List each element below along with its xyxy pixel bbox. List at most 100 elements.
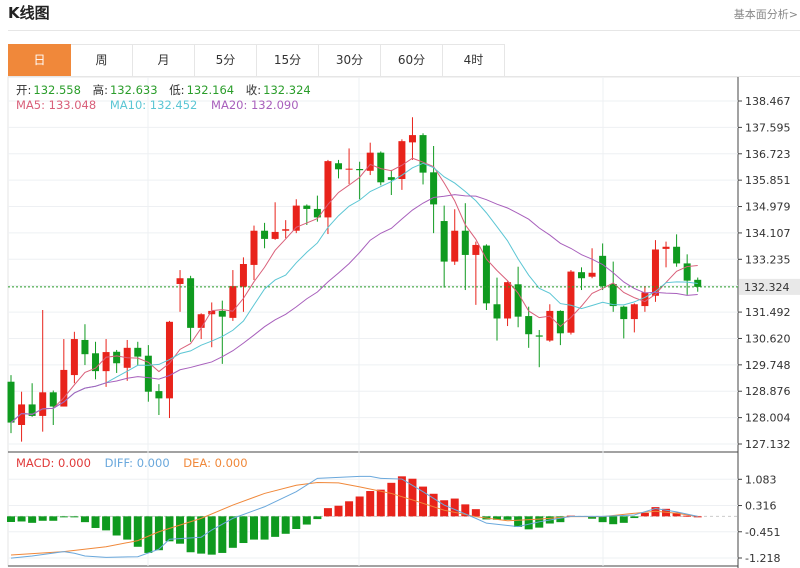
candle-body	[176, 278, 184, 284]
candle-body	[630, 304, 638, 320]
candle-body	[218, 310, 226, 317]
low-label: 低:	[169, 83, 185, 97]
macd-y-tick-label: 1.083	[745, 473, 777, 486]
candle-body	[535, 335, 543, 337]
candle-body	[303, 205, 311, 209]
candle-body	[187, 278, 195, 328]
ohlc-readout: 开: 132.558 高: 132.633 低: 132.164 收: 132.324	[16, 83, 319, 97]
macd-bar	[17, 516, 26, 522]
macd-bar	[471, 509, 480, 517]
macd-bar	[154, 516, 163, 551]
candle-body	[113, 351, 121, 364]
candle-body	[70, 339, 78, 376]
macd-bar	[144, 516, 153, 553]
tab-60min[interactable]: 60分	[381, 44, 443, 76]
macd-bar	[355, 496, 364, 517]
candle-body	[60, 369, 68, 407]
candle-body	[588, 272, 596, 277]
macd-bar	[70, 516, 79, 518]
macd-bar	[302, 516, 311, 525]
candle-body	[419, 135, 427, 173]
macd-bar	[598, 516, 607, 523]
macd-bar	[651, 507, 660, 517]
macd-bar	[366, 491, 375, 517]
tab-30min[interactable]: 30分	[319, 44, 381, 76]
candle-body	[430, 172, 438, 205]
close-value: 132.324	[263, 83, 311, 97]
macd-bar	[197, 516, 206, 554]
candle-body	[387, 177, 395, 180]
macd-y-tick-label: -0.451	[745, 526, 780, 539]
tab-month[interactable]: 月	[133, 44, 195, 76]
candle-body	[599, 255, 607, 287]
candle-body	[578, 272, 586, 279]
low-value: 132.164	[186, 83, 235, 97]
open-label: 开:	[16, 83, 32, 97]
candle-body	[18, 404, 26, 425]
candle-body	[641, 292, 649, 307]
y-tick-label: 134.979	[745, 201, 791, 214]
macd-bar	[450, 498, 459, 517]
tab-4hour[interactable]: 4时	[443, 44, 505, 76]
y-tick-label: 128.876	[745, 385, 791, 398]
candle-body	[514, 284, 522, 317]
candle-body	[102, 352, 110, 372]
candle-body	[7, 381, 15, 423]
diff-value: DIFF: 0.000	[104, 456, 170, 470]
fundamental-analysis-link[interactable]: 基本面分析>	[733, 8, 798, 21]
open-value: 132.558	[33, 83, 81, 97]
macd-bar	[387, 482, 396, 517]
tab-5min[interactable]: 5分	[195, 44, 257, 76]
macd-bar	[440, 500, 449, 517]
candle-body	[49, 392, 57, 407]
macd-bar	[429, 493, 438, 517]
period-tabs: 日 周 月 5分 15分 30分 60分 4时	[8, 44, 800, 77]
ma-readout: MA5: 133.048 MA10: 132.452 MA20: 132.090	[16, 98, 301, 112]
macd-bar	[28, 516, 37, 523]
macd-bar	[218, 516, 227, 553]
tab-15min[interactable]: 15分	[257, 44, 319, 76]
candle-body	[313, 208, 321, 218]
macd-bar	[271, 516, 280, 537]
y-tick-label: 128.004	[745, 412, 791, 425]
candle-body	[366, 152, 374, 171]
candle-body	[620, 306, 628, 320]
diff-line	[10, 475, 698, 559]
macd-bar	[503, 516, 512, 520]
candle-body	[683, 263, 691, 281]
candle-body	[208, 310, 216, 315]
macd-bar	[461, 504, 470, 517]
macd-y-tick-label: -1.218	[745, 552, 780, 565]
tab-day[interactable]: 日	[8, 44, 71, 76]
macd-bar	[492, 516, 501, 520]
divider	[8, 30, 800, 31]
macd-bar	[323, 508, 332, 517]
candle-body	[229, 286, 237, 318]
macd-bar	[556, 516, 565, 523]
candle-body	[504, 282, 512, 319]
ma5-line	[10, 157, 698, 423]
macd-value: MACD: 0.000	[16, 456, 91, 470]
macd-bar	[313, 516, 322, 520]
candle-body	[81, 339, 89, 355]
macd-bar	[133, 516, 142, 547]
macd-bar	[345, 501, 354, 517]
macd-y-tick-label: 0.316	[745, 500, 777, 513]
candle-body	[250, 230, 258, 265]
macd-bar	[619, 516, 628, 523]
last-price-box	[739, 278, 800, 295]
candle-body	[609, 283, 617, 307]
y-tick-label: 134.107	[745, 227, 791, 240]
macd-bar	[249, 516, 258, 540]
macd-bar	[123, 516, 132, 540]
candle-body	[356, 168, 364, 171]
macd-bar	[7, 516, 15, 522]
candle-body	[567, 271, 575, 333]
candle-body	[144, 355, 152, 392]
close-label: 收:	[245, 83, 262, 97]
tab-week[interactable]: 周	[71, 44, 133, 76]
candle-body	[662, 246, 670, 249]
macd-bar	[59, 516, 68, 518]
candle-body	[408, 135, 416, 143]
